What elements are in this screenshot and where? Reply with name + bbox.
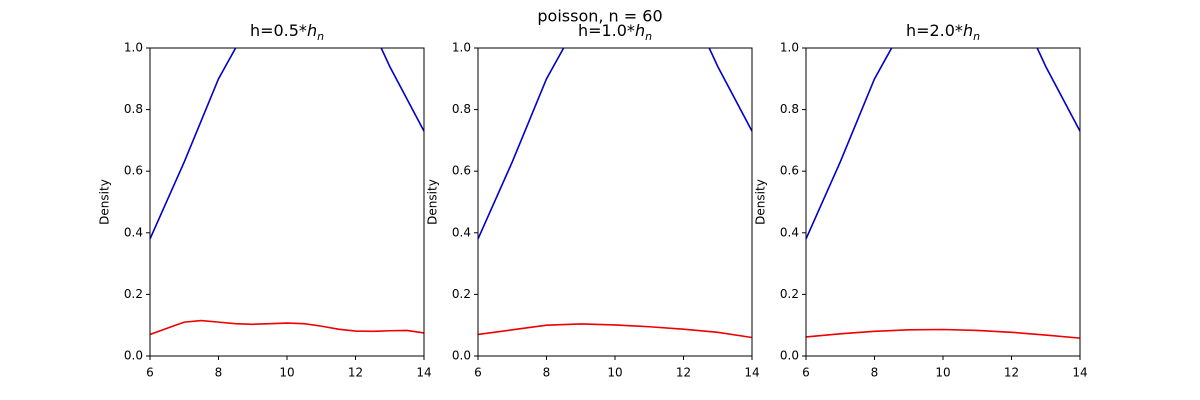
y-axis-label: Density [754, 179, 768, 225]
line [478, 48, 752, 240]
y-axis-label: Density [98, 179, 112, 225]
axes-frame [149, 47, 425, 357]
y-axis-label: Density [426, 179, 440, 225]
subplot-title: h=2.0*hn [906, 21, 980, 43]
x-tick-label: 12 [348, 366, 363, 380]
y-tick-label: 0.6 [452, 164, 471, 178]
subplot-title: h=0.5*hn [250, 21, 324, 43]
axes-frame [805, 47, 1081, 357]
x-tick-label: 6 [146, 366, 154, 380]
y-tick-label: 0.2 [780, 287, 799, 301]
y-tick-label: 1.0 [780, 41, 799, 55]
x-tick-label: 8 [871, 366, 879, 380]
x-tick-label: 12 [676, 366, 691, 380]
y-tick-label: 0.4 [452, 225, 471, 239]
y-tick-label: 0.8 [452, 102, 471, 116]
y-tick-label: 0.6 [780, 164, 799, 178]
x-tick-label: 10 [279, 366, 294, 380]
figure-title: poisson, n = 60 [537, 7, 662, 26]
x-tick-label: 14 [1072, 366, 1087, 380]
y-tick-label: 0.0 [452, 349, 471, 363]
x-tick-label: 14 [416, 366, 431, 380]
line [806, 328, 1080, 339]
y-tick-label: 1.0 [452, 41, 471, 55]
y-tick-label: 0.6 [124, 164, 143, 178]
x-tick-label: 14 [744, 366, 759, 380]
x-tick-label: 12 [1004, 366, 1019, 380]
x-tick-label: 10 [607, 366, 622, 380]
y-tick-label: 0.2 [452, 287, 471, 301]
y-tick-label: 0.4 [780, 225, 799, 239]
x-tick-label: 6 [802, 366, 810, 380]
line [150, 48, 424, 240]
x-tick-label: 10 [935, 366, 950, 380]
y-tick-label: 0.2 [124, 287, 143, 301]
line [150, 319, 424, 336]
y-tick-label: 1.0 [124, 41, 143, 55]
y-tick-label: 0.0 [780, 349, 799, 363]
y-tick-label: 0.8 [780, 102, 799, 116]
y-tick-label: 0.8 [124, 102, 143, 116]
y-tick-label: 0.4 [124, 225, 143, 239]
line [806, 48, 1080, 240]
axes-frame [477, 47, 753, 357]
line [478, 323, 752, 339]
x-tick-label: 6 [474, 366, 482, 380]
y-tick-label: 0.0 [124, 349, 143, 363]
x-tick-label: 8 [215, 366, 223, 380]
subplot-title: h=1.0*hn [578, 21, 652, 43]
x-tick-label: 8 [543, 366, 551, 380]
